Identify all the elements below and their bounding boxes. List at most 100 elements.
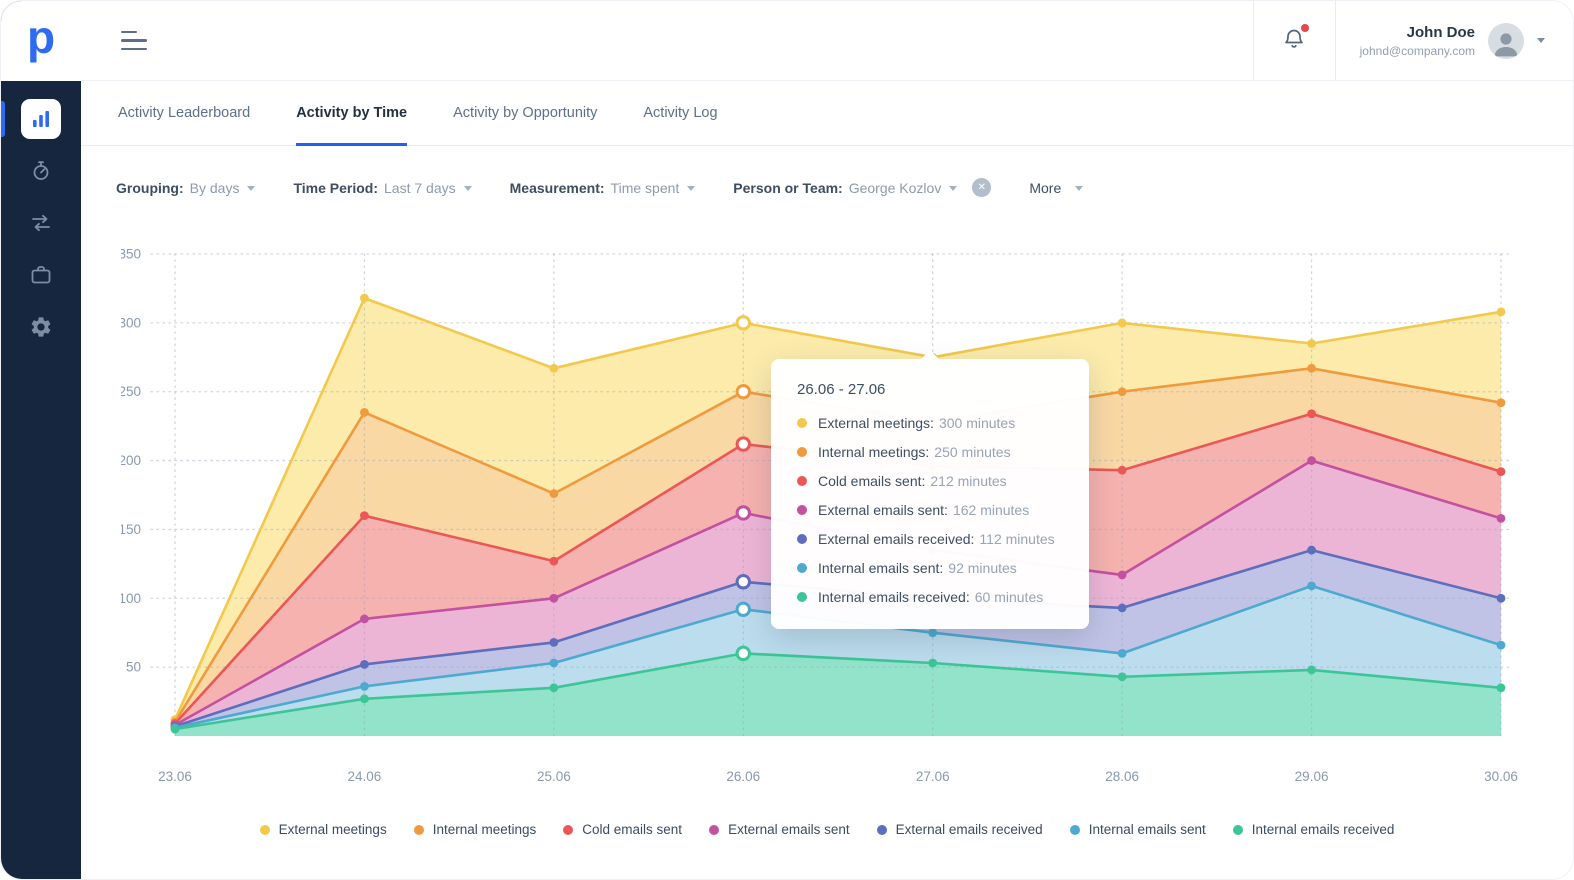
legend-item-external-meetings[interactable]: External meetings [259, 822, 387, 837]
point-internal-meetings[interactable] [1117, 387, 1127, 397]
legend-item-external-emails-received[interactable]: External emails received [876, 822, 1043, 837]
point-external-emails-sent[interactable] [549, 593, 559, 603]
point-cold-emails-sent[interactable] [549, 556, 559, 566]
tooltip-series-label: External emails sent: [818, 502, 948, 518]
point-external-emails-sent[interactable] [1307, 456, 1316, 465]
selected-point-internal-meetings[interactable] [735, 384, 751, 400]
point-internal-emails-received[interactable] [1496, 683, 1506, 693]
series-dot-icon [876, 824, 887, 835]
tab-activity-log[interactable]: Activity Log [643, 81, 717, 145]
point-external-emails-sent[interactable] [1496, 514, 1506, 523]
point-external-emails-received[interactable] [1117, 603, 1127, 613]
point-external-meetings[interactable] [1307, 339, 1316, 348]
notifications-button[interactable] [1252, 1, 1335, 80]
point-internal-emails-received[interactable] [360, 694, 369, 704]
filter-measurement[interactable]: Measurement: Time spent [510, 180, 696, 196]
x-axis-label: 23.06 [158, 769, 192, 784]
series-dot-icon [797, 534, 807, 544]
chevron-down-icon [247, 186, 256, 191]
series-dot-icon [1232, 824, 1243, 835]
chart-tooltip: 26.06 - 27.06 External meetings: 300 minu… [771, 350, 1089, 629]
point-internal-emails-sent[interactable] [1307, 581, 1316, 591]
point-internal-emails-received[interactable] [928, 658, 938, 668]
legend-item-cold-emails-sent[interactable]: Cold emails sent [563, 822, 682, 837]
selected-point-external-emails-received[interactable] [735, 574, 751, 590]
sidebar-item-activities[interactable] [1, 145, 81, 197]
point-internal-emails-received[interactable] [1117, 672, 1127, 682]
clear-filter-button[interactable]: ✕ [972, 178, 992, 197]
point-external-emails-received[interactable] [1496, 593, 1506, 603]
selected-point-external-emails-sent[interactable] [735, 505, 751, 521]
menu-toggle-button[interactable] [117, 27, 151, 54]
sidebar-item-pipeline[interactable] [1, 197, 81, 249]
legend-item-external-emails-sent[interactable]: External emails sent [709, 822, 850, 837]
point-internal-emails-received[interactable] [549, 683, 559, 693]
sidebar-item-deals[interactable] [1, 249, 81, 301]
point-external-meetings[interactable] [549, 363, 559, 373]
point-internal-meetings[interactable] [549, 489, 559, 499]
avatar [1488, 22, 1524, 59]
point-internal-meetings[interactable] [360, 407, 369, 417]
selected-point-external-meetings[interactable] [735, 315, 751, 331]
legend-label: Internal emails received [1251, 822, 1395, 837]
filter-person-or-team[interactable]: Person or Team: George Kozlov ✕ [733, 178, 992, 197]
filter-time-period[interactable]: Time Period: Last 7 days [293, 179, 472, 196]
tooltip-series-value: 112 minutes [979, 531, 1055, 547]
filter-bar: Grouping: By days Time Period: Last 7 days M… [116, 178, 1084, 197]
point-internal-emails-sent[interactable] [1117, 648, 1127, 658]
point-internal-emails-sent[interactable] [549, 658, 559, 668]
point-external-meetings[interactable] [1496, 307, 1506, 317]
user-menu[interactable]: John Doe johnd@company.com [1334, 1, 1573, 80]
y-axis-label: 250 [121, 384, 141, 399]
point-internal-emails-received[interactable] [170, 724, 180, 734]
more-filters-button[interactable]: More [1029, 180, 1084, 196]
sidebar-item-settings[interactable] [1, 301, 81, 353]
point-cold-emails-sent[interactable] [1307, 409, 1316, 419]
header-actions: John Doe johnd@company.com [1252, 1, 1573, 80]
point-external-emails-sent[interactable] [360, 614, 369, 624]
main-content: Grouping: By days Time Period: Last 7 days M… [81, 146, 1573, 879]
point-cold-emails-sent[interactable] [1496, 467, 1506, 476]
legend-item-internal-meetings[interactable]: Internal meetings [413, 822, 536, 837]
tab-activity-by-opportunity[interactable]: Activity by Opportunity [453, 81, 597, 145]
filter-grouping[interactable]: Grouping: By days [116, 179, 256, 196]
point-internal-emails-sent[interactable] [360, 682, 369, 691]
point-internal-emails-received[interactable] [1307, 665, 1316, 675]
legend-item-internal-emails-sent[interactable]: Internal emails sent [1069, 822, 1206, 837]
user-info: John Doe johnd@company.com [1360, 23, 1475, 59]
point-external-meetings[interactable] [1117, 318, 1127, 328]
point-external-emails-received[interactable] [360, 659, 369, 669]
point-external-emails-sent[interactable] [1117, 570, 1127, 580]
selected-point-internal-emails-sent[interactable] [735, 601, 751, 618]
point-external-emails-received[interactable] [1307, 545, 1316, 555]
legend-item-internal-emails-received[interactable]: Internal emails received [1232, 822, 1395, 837]
tab-activity-leaderboard[interactable]: Activity Leaderboard [118, 81, 250, 145]
selected-point-cold-emails-sent[interactable] [735, 436, 751, 452]
filter-value: By days [189, 179, 240, 196]
bell-icon [1282, 27, 1306, 54]
point-cold-emails-sent[interactable] [1117, 465, 1127, 475]
legend-label: External meetings [278, 822, 387, 837]
x-axis-label: 25.06 [537, 769, 571, 784]
app-logo[interactable]: p [1, 1, 81, 81]
point-external-emails-received[interactable] [549, 637, 559, 647]
y-axis-label: 100 [121, 591, 141, 606]
filter-value: Last 7 days [384, 179, 456, 196]
tab-activity-by-time[interactable]: Activity by Time [296, 81, 407, 146]
point-internal-emails-sent[interactable] [1496, 640, 1506, 650]
area-internal-emails-received [175, 653, 1501, 736]
sidebar-item-statistics[interactable] [1, 93, 81, 145]
point-internal-meetings[interactable] [1307, 363, 1316, 373]
tab-bar: Activity Leaderboard Activity by Time Acti… [81, 81, 1573, 146]
series-dot-icon [1069, 824, 1080, 835]
point-cold-emails-sent[interactable] [360, 511, 369, 521]
series-dot-icon [797, 563, 807, 573]
point-external-meetings[interactable] [360, 293, 369, 303]
series-dot-icon [797, 592, 807, 602]
filter-label: Grouping: [116, 179, 184, 196]
point-internal-meetings[interactable] [1496, 398, 1506, 408]
selected-point-internal-emails-received[interactable] [735, 645, 751, 662]
point-internal-emails-sent[interactable] [928, 628, 938, 638]
tooltip-row-cold-emails-sent: Cold emails sent: 212 minutes [797, 473, 1063, 489]
